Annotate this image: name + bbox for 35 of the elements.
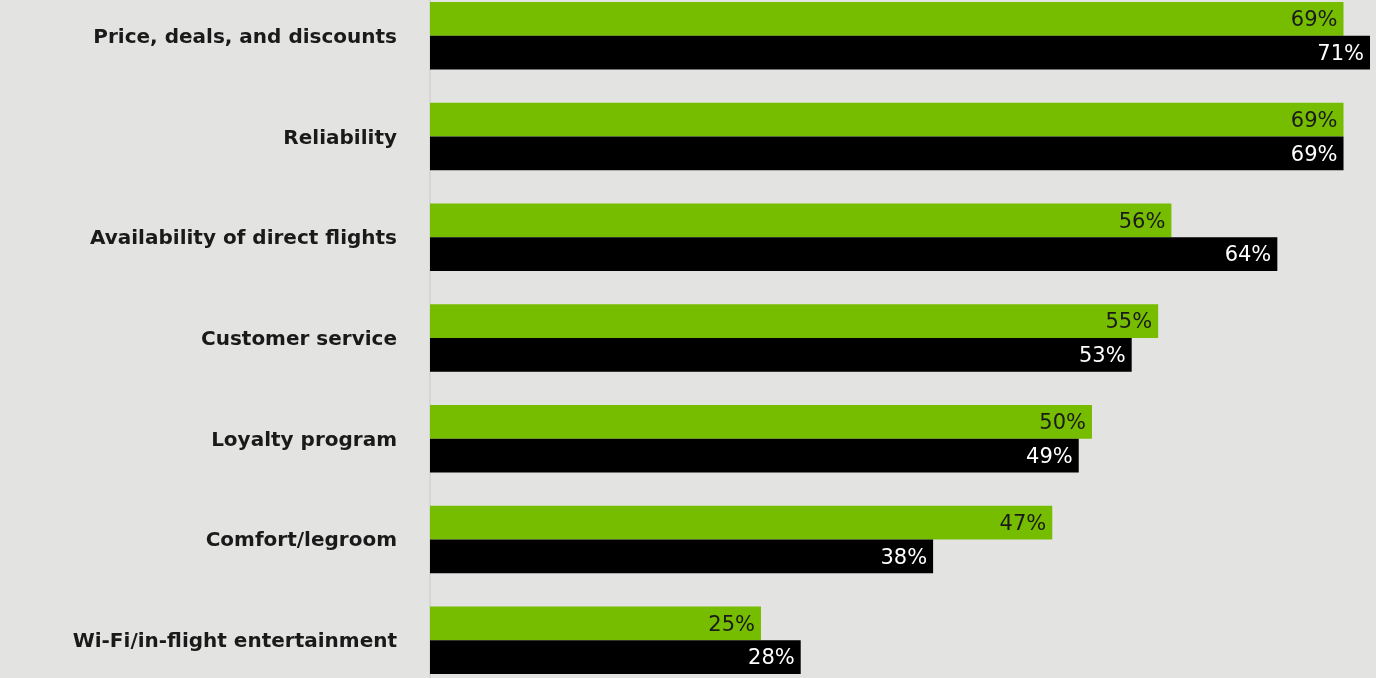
bar [430,35,1370,70]
y-tick-label: Customer service [201,326,397,350]
y-tick-label: Availability of direct flights [89,225,397,250]
data-label: 28% [748,645,795,670]
y-tick-label: Comfort/legroom [205,527,397,552]
y-tick-label: Wi-Fi/in-flight entertainment [72,628,398,653]
bar [430,606,761,641]
data-label: 25% [708,611,755,636]
bar [430,640,801,674]
y-tick-label: Loyalty program [211,426,397,451]
bar [430,338,1132,372]
data-label: 64% [1224,242,1272,267]
data-label: 71% [1317,40,1364,65]
data-label: 69% [1290,107,1338,132]
bar [430,505,1053,540]
bar [430,539,934,574]
bar [430,438,1079,473]
data-label: 47% [999,510,1047,535]
data-label: 55% [1105,309,1153,334]
bar [430,102,1344,137]
data-label: 53% [1079,343,1126,368]
bar [430,237,1278,271]
data-label: 56% [1118,208,1166,233]
bar [430,304,1159,338]
bar [430,136,1344,171]
data-label: 50% [1039,410,1086,435]
y-tick-label: Price, deals, and discounts [93,23,397,48]
bar [430,203,1172,238]
data-label: 38% [880,544,928,569]
bar [430,2,1344,36]
bar [430,405,1092,439]
y-tick-label: Reliability [283,124,397,149]
data-label: 49% [1026,443,1073,468]
data-label: 69% [1290,141,1338,166]
data-label: 69% [1290,7,1338,32]
